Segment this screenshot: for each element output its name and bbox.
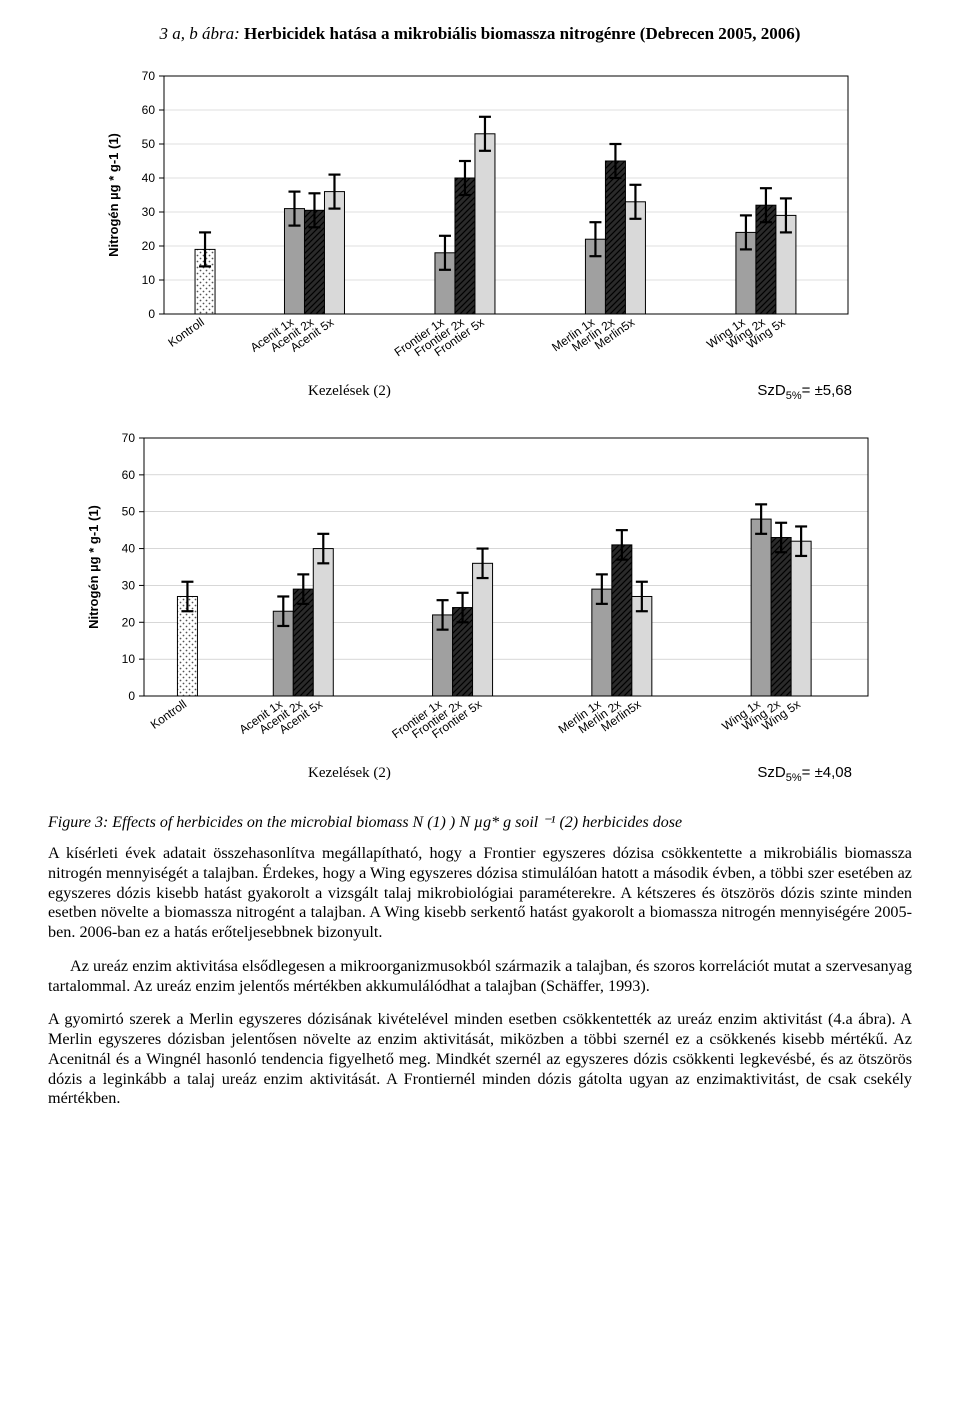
chart-a-caption: Kezelések (2) bbox=[308, 383, 391, 400]
svg-text:Nitrogén µg * g-1 (1): Nitrogén µg * g-1 (1) bbox=[106, 133, 121, 257]
svg-text:10: 10 bbox=[122, 652, 136, 666]
figure3-caption: Figure 3: Effects of herbicides on the m… bbox=[48, 812, 912, 832]
svg-text:Nitrogén µg * g-1 (1): Nitrogén µg * g-1 (1) bbox=[86, 505, 101, 629]
figure-title-rest: Herbicidek hatása a mikrobiális biomassz… bbox=[240, 24, 801, 43]
paragraph-1: A kísérleti évek adatait összehasonlítva… bbox=[48, 844, 912, 943]
svg-text:60: 60 bbox=[142, 103, 156, 117]
svg-text:30: 30 bbox=[122, 578, 136, 592]
chart-b-svg: 0 10 20 30 40 50 60 70 Nitrogén µg * g-1 (1) Kont… bbox=[80, 430, 880, 760]
svg-text:70: 70 bbox=[122, 431, 136, 445]
svg-text:0: 0 bbox=[148, 307, 155, 321]
figure-title-lead: 3 a, b ábra: bbox=[160, 24, 240, 43]
chart-a-svg: 0 10 20 30 40 50 60 70 Nitrogén µg * g-1 (1) Kont… bbox=[100, 68, 860, 378]
svg-text:70: 70 bbox=[142, 69, 156, 83]
svg-text:Kontroll: Kontroll bbox=[165, 315, 206, 350]
svg-text:40: 40 bbox=[122, 542, 136, 556]
svg-text:0: 0 bbox=[128, 689, 135, 703]
chart-a: 0 10 20 30 40 50 60 70 Nitrogén µg * g-1 (1) Kont… bbox=[48, 68, 912, 402]
paragraph-3: A gyomirtó szerek a Merlin egyszeres dóz… bbox=[48, 1010, 912, 1109]
svg-text:Kontroll: Kontroll bbox=[148, 697, 189, 732]
chart-a-szd: SzD5%= ±5,68 bbox=[757, 382, 852, 402]
chart-b-caption: Kezelések (2) bbox=[308, 765, 391, 782]
svg-text:30: 30 bbox=[142, 205, 156, 219]
chart-b: 0 10 20 30 40 50 60 70 Nitrogén µg * g-1 (1) Kont… bbox=[48, 430, 912, 784]
figure-title: 3 a, b ábra: Herbicidek hatása a mikrobi… bbox=[48, 24, 912, 44]
svg-text:60: 60 bbox=[122, 468, 136, 482]
svg-text:40: 40 bbox=[142, 171, 156, 185]
svg-text:10: 10 bbox=[142, 273, 156, 287]
svg-text:20: 20 bbox=[122, 615, 136, 629]
svg-text:50: 50 bbox=[122, 505, 136, 519]
paragraph-2: Az ureáz enzim aktivitása elsődlegesen a… bbox=[48, 957, 912, 997]
chart-b-szd: SzD5%= ±4,08 bbox=[757, 764, 852, 784]
svg-text:50: 50 bbox=[142, 137, 156, 151]
svg-text:20: 20 bbox=[142, 239, 156, 253]
